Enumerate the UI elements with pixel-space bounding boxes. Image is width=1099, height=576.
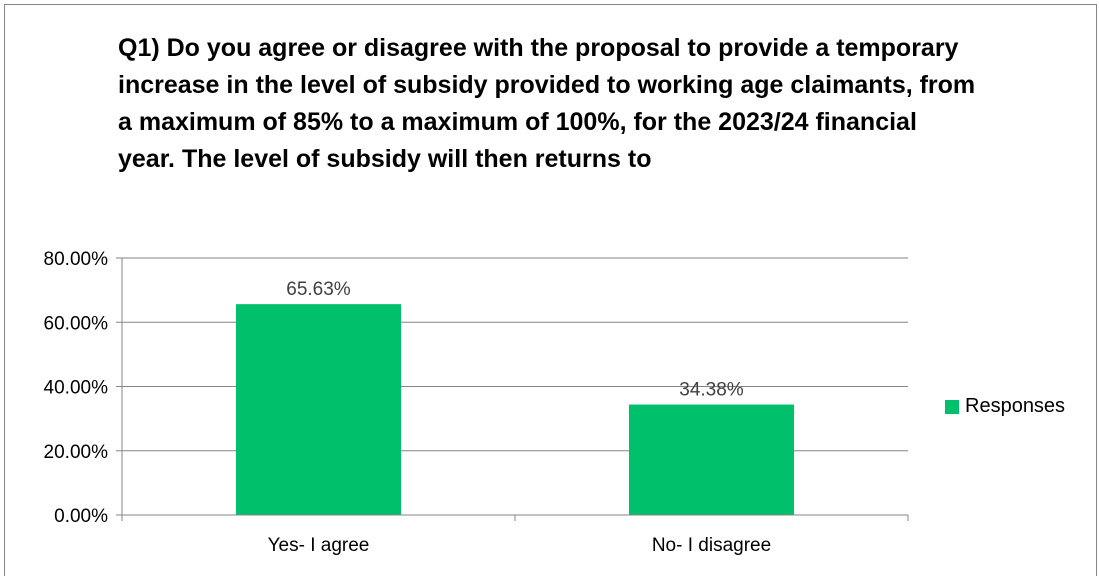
chart-title: Q1) Do you agree or disagree with the pr…: [118, 34, 976, 173]
legend-swatch-responses: [945, 399, 959, 414]
x-category-label: No- I disagree: [652, 535, 771, 556]
y-tick-label: 0.00%: [54, 506, 108, 527]
data-labels: 65.63% 34.38%: [286, 279, 744, 400]
data-label: 34.38%: [679, 380, 744, 401]
x-category-label: Yes- I agree: [268, 535, 370, 556]
y-tick-label: 80.00%: [44, 249, 109, 270]
chart-frame: [4, 4, 1097, 576]
axes: [116, 257, 909, 521]
bar: [628, 404, 795, 515]
x-category-labels: Yes- I agree No- I disagree: [268, 535, 772, 556]
y-tick-label: 60.00%: [44, 313, 109, 334]
bar: [235, 304, 402, 515]
y-tick-labels: 0.00% 20.00% 40.00% 60.00% 80.00%: [44, 249, 109, 527]
bars: [235, 304, 795, 515]
legend: Responses: [945, 395, 1065, 418]
data-label: 65.63%: [286, 279, 351, 300]
y-tick-label: 20.00%: [44, 442, 109, 463]
y-tick-label: 40.00%: [44, 378, 109, 399]
legend-label-responses: Responses: [965, 395, 1066, 417]
